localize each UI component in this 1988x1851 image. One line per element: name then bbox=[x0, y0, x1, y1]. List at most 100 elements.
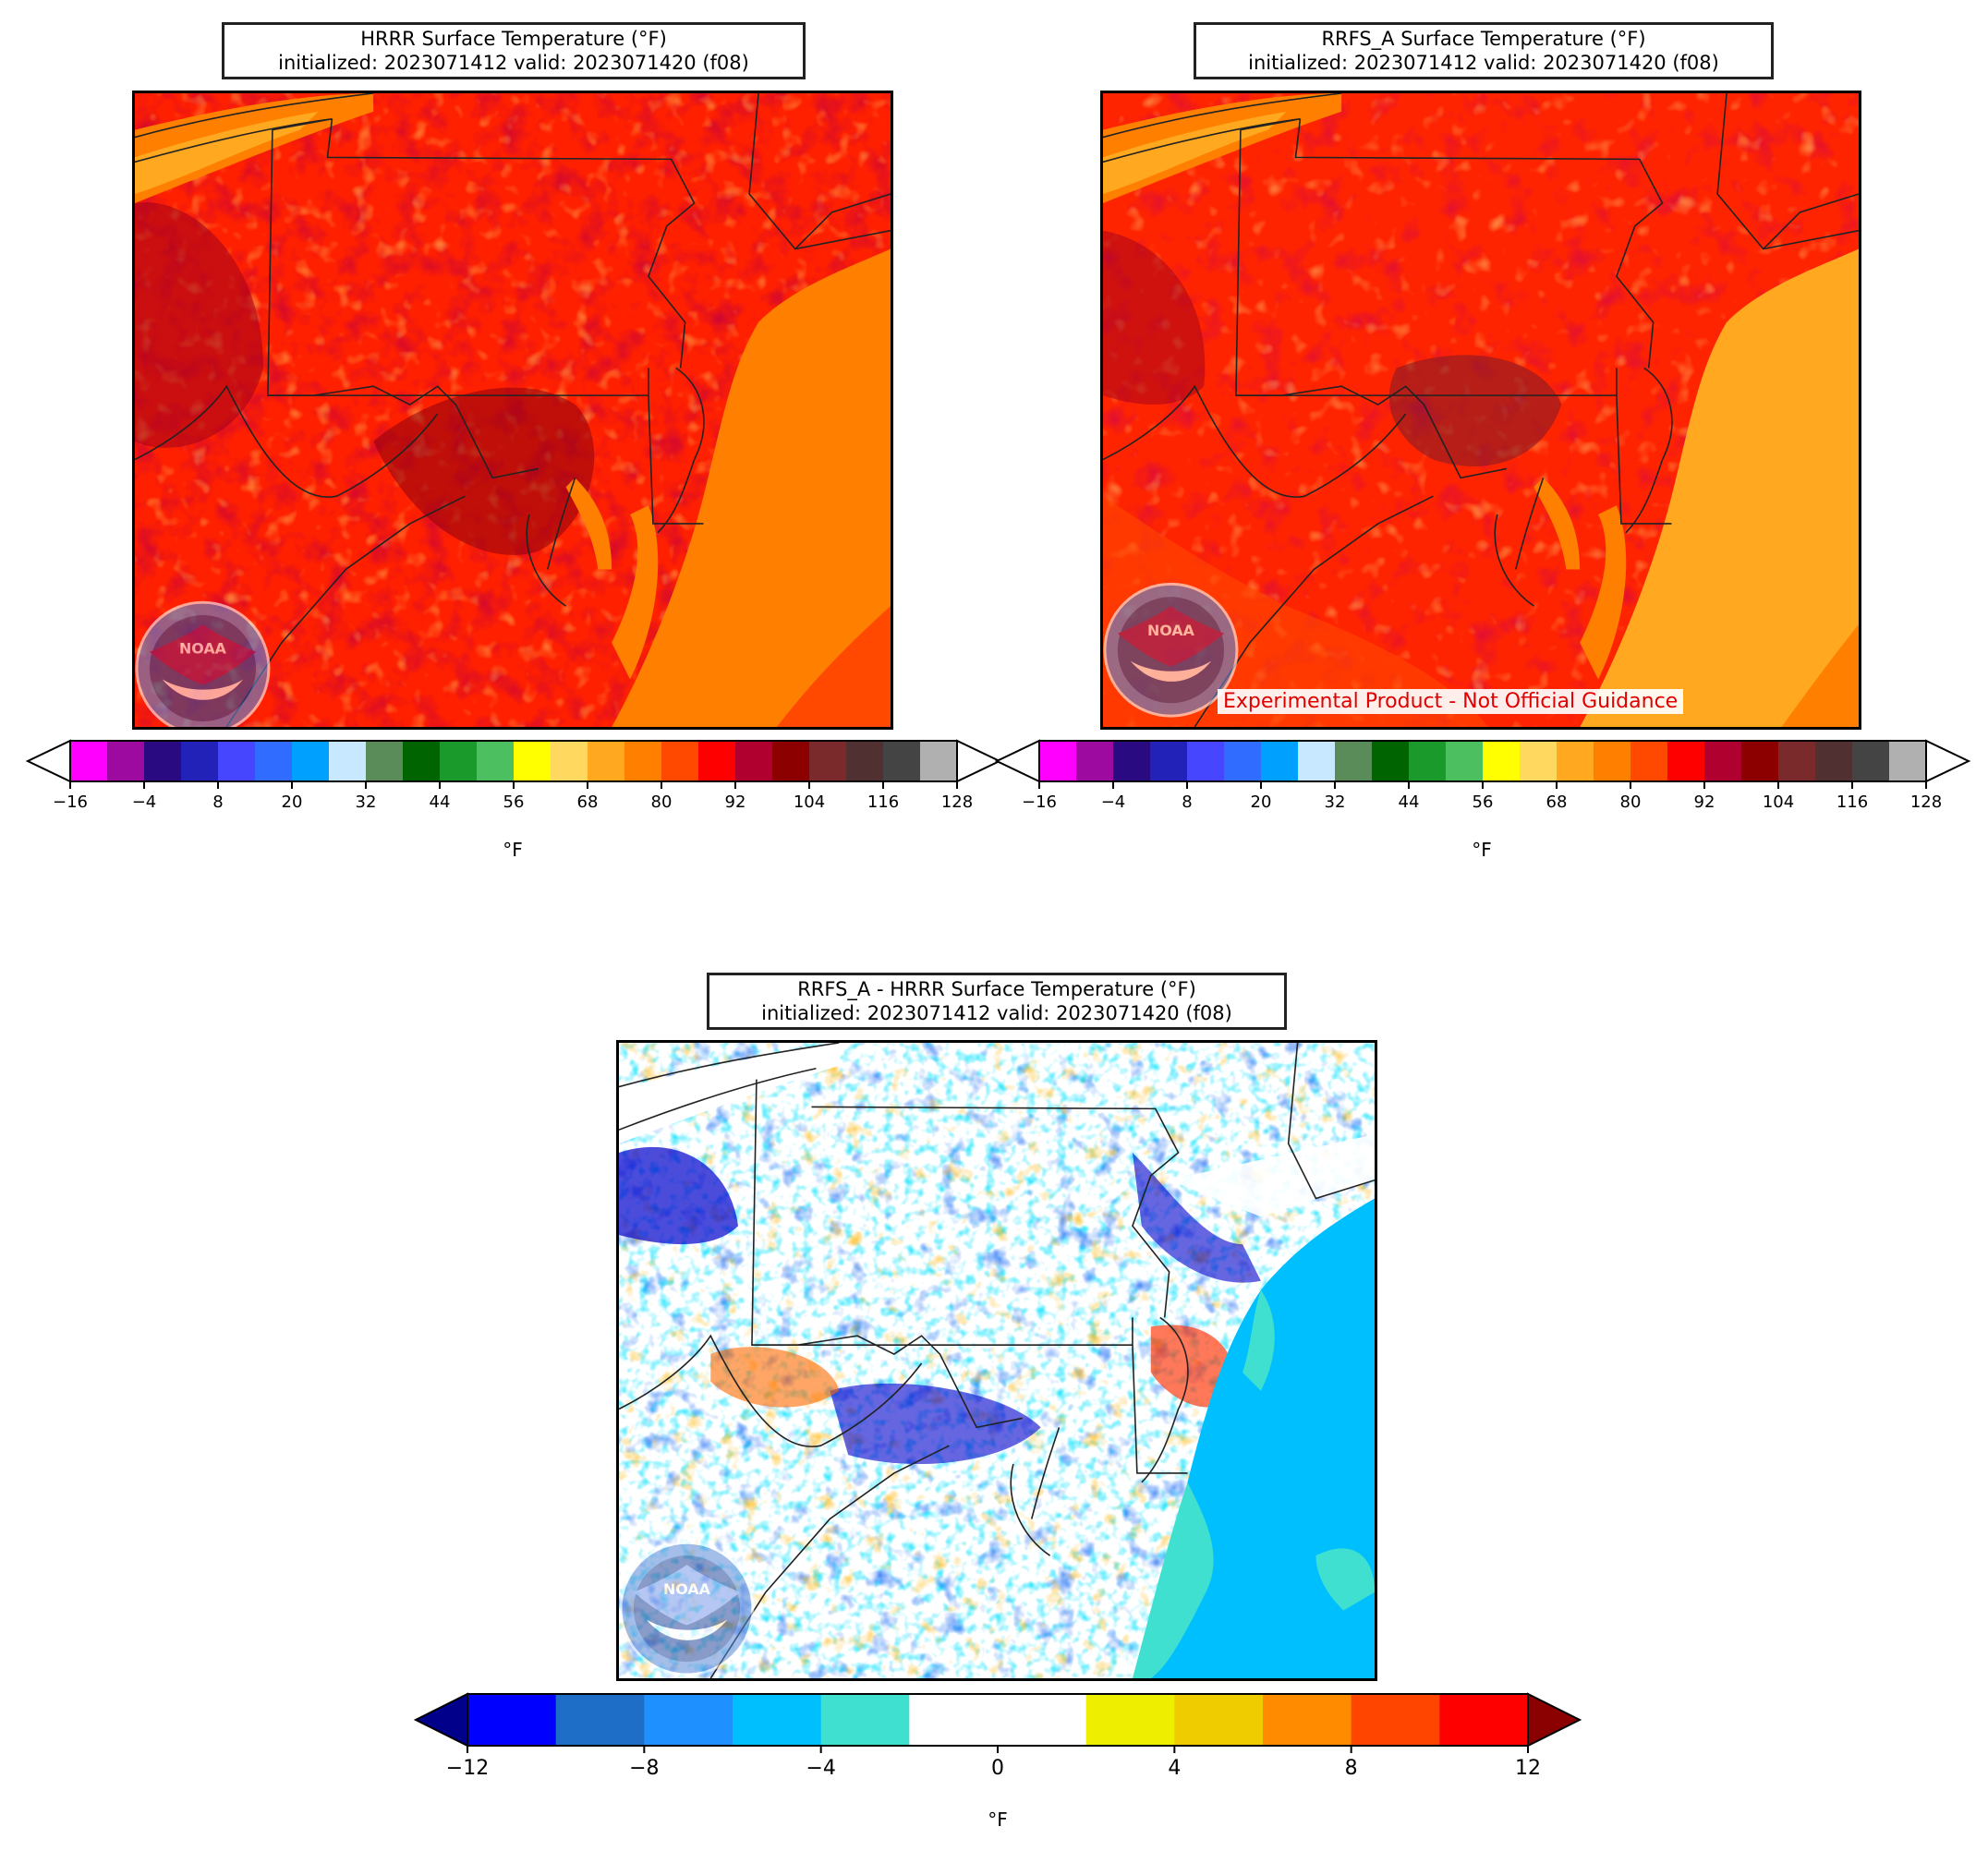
hrrr-map-svg: NOAA bbox=[135, 93, 891, 727]
colorbar-segment bbox=[1852, 741, 1890, 781]
colorbar-segment bbox=[1187, 741, 1225, 781]
colorbar-segment bbox=[733, 1694, 822, 1746]
colorbar-tick-label: 80 bbox=[650, 792, 673, 812]
hrrr-temperature-map: NOAA bbox=[132, 91, 893, 730]
colorbar-segment bbox=[1889, 741, 1927, 781]
colorbar-segment bbox=[1439, 1694, 1529, 1746]
colorbar-segment bbox=[1039, 741, 1077, 781]
colorbar-segment bbox=[1520, 741, 1558, 781]
rrfs-colorbar bbox=[994, 739, 1971, 789]
colorbar-extend-low bbox=[25, 739, 71, 783]
colorbar-segment bbox=[1335, 741, 1373, 781]
colorbar-segment bbox=[467, 1694, 557, 1746]
hrrr-colorbar bbox=[25, 739, 1002, 789]
colorbar-segment bbox=[1630, 741, 1668, 781]
colorbar-segment bbox=[1298, 741, 1336, 781]
rrfs-map-svg: NOAA bbox=[1103, 93, 1859, 727]
colorbar-segment bbox=[1372, 741, 1410, 781]
colorbar-tick-label: −8 bbox=[629, 1757, 660, 1780]
colorbar-tick-label: 4 bbox=[1168, 1757, 1182, 1780]
colorbar-tick-label: −4 bbox=[806, 1757, 836, 1780]
colorbar-tick-label: 104 bbox=[793, 792, 826, 812]
noaa-logo-text: NOAA bbox=[1147, 622, 1195, 639]
colorbar-segment bbox=[292, 741, 330, 781]
noaa-logo-icon: NOAA bbox=[619, 1541, 755, 1676]
colorbar-tick-label: 128 bbox=[1909, 792, 1943, 812]
colorbar-tick-label: 20 bbox=[1250, 792, 1272, 812]
colorbar-tick-label: 8 bbox=[1182, 792, 1193, 812]
colorbar-segment bbox=[820, 1694, 910, 1746]
colorbar-segment bbox=[181, 741, 219, 781]
colorbar-tick-label: −12 bbox=[445, 1757, 490, 1780]
colorbar-segment bbox=[644, 1694, 733, 1746]
colorbar-segment bbox=[588, 741, 625, 781]
colorbar-segment bbox=[1483, 741, 1521, 781]
colorbar-tick-label: 12 bbox=[1515, 1757, 1541, 1780]
colorbar-segment bbox=[514, 741, 552, 781]
colorbar-segment bbox=[1351, 1694, 1440, 1746]
colorbar-tick-label: 116 bbox=[1836, 792, 1869, 812]
colorbar-segment bbox=[1409, 741, 1447, 781]
colorbar-segment bbox=[366, 741, 404, 781]
hrrr-colorbar-unit: °F bbox=[503, 839, 523, 861]
colorbar-tick-label: 20 bbox=[281, 792, 303, 812]
colorbar-extend-high bbox=[1925, 739, 1971, 783]
colorbar-segment bbox=[1263, 1694, 1352, 1746]
colorbar-segment bbox=[909, 1694, 999, 1746]
experimental-product-banner: Experimental Product - Not Official Guid… bbox=[1218, 689, 1684, 714]
colorbar-segment bbox=[107, 741, 145, 781]
colorbar-tick-label: 68 bbox=[1546, 792, 1568, 812]
colorbar-segment bbox=[1778, 741, 1816, 781]
colorbar-segment bbox=[661, 741, 699, 781]
diff-map-svg: NOAA bbox=[619, 1043, 1375, 1678]
colorbar-segment bbox=[1815, 741, 1853, 781]
colorbar-segment bbox=[1150, 741, 1188, 781]
colorbar-extend-high bbox=[956, 739, 1002, 783]
colorbar-segment bbox=[809, 741, 847, 781]
colorbar-segment bbox=[555, 1694, 645, 1746]
colorbar-segment bbox=[1113, 741, 1151, 781]
colorbar-tick-label: 8 bbox=[212, 792, 224, 812]
rrfs-title-line2: initialized: 2023071412 valid: 202307142… bbox=[1248, 52, 1719, 74]
colorbar-segment bbox=[1174, 1694, 1264, 1746]
rrfs-title-line1: RRFS_A Surface Temperature (°F) bbox=[1321, 28, 1646, 50]
colorbar-segment bbox=[998, 1694, 1087, 1746]
colorbar-tick-label: 68 bbox=[576, 792, 599, 812]
colorbar-tick-label: 32 bbox=[1324, 792, 1346, 812]
colorbar-segment bbox=[1741, 741, 1779, 781]
colorbar-tick-label: 8 bbox=[1344, 1757, 1358, 1780]
colorbar-tick-label: 44 bbox=[1398, 792, 1420, 812]
colorbar-segment bbox=[772, 741, 810, 781]
colorbar-segment bbox=[551, 741, 588, 781]
rrfs-title-box: RRFS_A Surface Temperature (°F) initiali… bbox=[1194, 22, 1774, 79]
colorbar-segment bbox=[624, 741, 662, 781]
colorbar-segment bbox=[883, 741, 921, 781]
colorbar-segment bbox=[477, 741, 515, 781]
hrrr-title-line2: initialized: 2023071412 valid: 202307142… bbox=[278, 52, 749, 74]
colorbar-segment bbox=[403, 741, 441, 781]
colorbar-segment bbox=[698, 741, 736, 781]
colorbar-tick-label: 116 bbox=[867, 792, 900, 812]
colorbar-segment bbox=[70, 741, 108, 781]
colorbar-segment bbox=[1704, 741, 1742, 781]
colorbar-tick-label: −16 bbox=[53, 792, 88, 812]
colorbar-tick-label: 128 bbox=[940, 792, 974, 812]
noaa-logo-text: NOAA bbox=[663, 1580, 711, 1598]
diff-temperature-map: NOAA bbox=[616, 1040, 1377, 1681]
diff-title-line1: RRFS_A - HRRR Surface Temperature (°F) bbox=[797, 978, 1196, 1000]
noaa-logo-icon: NOAA bbox=[1103, 582, 1239, 718]
colorbar-tick-label: −16 bbox=[1022, 792, 1057, 812]
hrrr-title-box: HRRR Surface Temperature (°F) initialize… bbox=[222, 22, 806, 79]
colorbar-extend-high bbox=[1527, 1692, 1582, 1748]
noaa-logo-text: NOAA bbox=[179, 640, 227, 658]
colorbar-tick-label: 104 bbox=[1762, 792, 1795, 812]
colorbar-segment bbox=[735, 741, 773, 781]
colorbar-segment bbox=[329, 741, 367, 781]
colorbar-segment bbox=[1667, 741, 1705, 781]
colorbar-tick-label: −4 bbox=[131, 792, 157, 812]
colorbar-segment bbox=[1085, 1694, 1175, 1746]
colorbar-tick-label: 92 bbox=[724, 792, 746, 812]
colorbar-tick-label: 92 bbox=[1693, 792, 1715, 812]
noaa-logo-icon: NOAA bbox=[135, 600, 271, 727]
colorbar-tick-label: 44 bbox=[429, 792, 451, 812]
